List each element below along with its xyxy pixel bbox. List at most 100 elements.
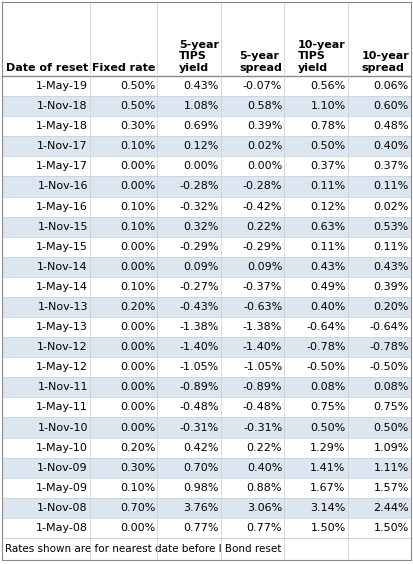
Text: 1-May-19: 1-May-19 bbox=[36, 81, 88, 91]
Text: 0.40%: 0.40% bbox=[247, 462, 282, 473]
Text: -0.64%: -0.64% bbox=[306, 322, 346, 332]
Text: 0.22%: 0.22% bbox=[247, 222, 282, 232]
Bar bbox=[2, 538, 411, 560]
Text: 0.10%: 0.10% bbox=[120, 222, 155, 232]
Text: 0.50%: 0.50% bbox=[310, 142, 346, 151]
Bar bbox=[2, 478, 411, 498]
Text: 0.10%: 0.10% bbox=[120, 142, 155, 151]
Text: 1-May-08: 1-May-08 bbox=[36, 523, 88, 533]
Text: 0.43%: 0.43% bbox=[183, 81, 219, 91]
Text: 0.11%: 0.11% bbox=[310, 182, 346, 192]
Bar bbox=[2, 377, 411, 398]
Text: 0.70%: 0.70% bbox=[183, 462, 219, 473]
Bar bbox=[2, 116, 411, 136]
Text: 3.06%: 3.06% bbox=[247, 503, 282, 513]
Text: 0.02%: 0.02% bbox=[374, 201, 409, 212]
Text: 0.77%: 0.77% bbox=[247, 523, 282, 533]
Text: 0.00%: 0.00% bbox=[120, 322, 155, 332]
Text: 1.67%: 1.67% bbox=[310, 483, 346, 493]
Text: 0.40%: 0.40% bbox=[374, 142, 409, 151]
Text: 0.00%: 0.00% bbox=[183, 161, 219, 171]
Text: -0.29%: -0.29% bbox=[243, 242, 282, 252]
Text: -0.89%: -0.89% bbox=[179, 382, 219, 393]
Text: 0.98%: 0.98% bbox=[183, 483, 219, 493]
Text: 1-Nov-14: 1-Nov-14 bbox=[37, 262, 88, 272]
Text: 0.53%: 0.53% bbox=[374, 222, 409, 232]
Text: 1-Nov-16: 1-Nov-16 bbox=[38, 182, 88, 192]
Text: -0.48%: -0.48% bbox=[179, 403, 219, 412]
Text: 0.20%: 0.20% bbox=[374, 302, 409, 312]
Text: 1.29%: 1.29% bbox=[310, 443, 346, 452]
Text: 0.88%: 0.88% bbox=[247, 483, 282, 493]
Text: 0.20%: 0.20% bbox=[120, 302, 155, 312]
Text: -0.50%: -0.50% bbox=[370, 362, 409, 372]
Text: 0.37%: 0.37% bbox=[310, 161, 346, 171]
Text: 1-Nov-09: 1-Nov-09 bbox=[37, 462, 88, 473]
Text: 1-May-12: 1-May-12 bbox=[36, 362, 88, 372]
Text: 0.43%: 0.43% bbox=[310, 262, 346, 272]
Text: -0.50%: -0.50% bbox=[306, 362, 346, 372]
Text: 1-May-11: 1-May-11 bbox=[36, 403, 88, 412]
Text: 1-May-16: 1-May-16 bbox=[36, 201, 88, 212]
Text: 1.08%: 1.08% bbox=[183, 101, 219, 111]
Text: -0.07%: -0.07% bbox=[243, 81, 282, 91]
Text: 0.39%: 0.39% bbox=[247, 121, 282, 131]
Text: -0.89%: -0.89% bbox=[243, 382, 282, 393]
Text: 1-Nov-15: 1-Nov-15 bbox=[38, 222, 88, 232]
Bar bbox=[2, 136, 411, 156]
Text: Date of reset: Date of reset bbox=[6, 63, 88, 73]
Text: 0.00%: 0.00% bbox=[120, 182, 155, 192]
Text: -1.40%: -1.40% bbox=[243, 342, 282, 352]
Text: -0.43%: -0.43% bbox=[179, 302, 219, 312]
Text: 0.43%: 0.43% bbox=[374, 262, 409, 272]
Text: 0.39%: 0.39% bbox=[374, 282, 409, 292]
Bar bbox=[2, 156, 411, 177]
Text: 0.10%: 0.10% bbox=[120, 282, 155, 292]
Text: 0.56%: 0.56% bbox=[310, 81, 346, 91]
Text: 1-Nov-11: 1-Nov-11 bbox=[38, 382, 88, 393]
Text: 1.41%: 1.41% bbox=[310, 462, 346, 473]
Text: 0.50%: 0.50% bbox=[310, 422, 346, 433]
Bar bbox=[2, 417, 411, 438]
Text: 2.44%: 2.44% bbox=[373, 503, 409, 513]
Bar bbox=[2, 237, 411, 257]
Text: 1-May-17: 1-May-17 bbox=[36, 161, 88, 171]
Text: -0.31%: -0.31% bbox=[180, 422, 219, 433]
Text: 1-May-09: 1-May-09 bbox=[36, 483, 88, 493]
Text: -0.37%: -0.37% bbox=[243, 282, 282, 292]
Bar bbox=[2, 398, 411, 417]
Text: 0.30%: 0.30% bbox=[120, 462, 155, 473]
Text: 1.57%: 1.57% bbox=[374, 483, 409, 493]
Text: 0.06%: 0.06% bbox=[374, 81, 409, 91]
Text: 0.20%: 0.20% bbox=[120, 443, 155, 452]
Text: 0.50%: 0.50% bbox=[120, 81, 155, 91]
Text: 1-Nov-17: 1-Nov-17 bbox=[37, 142, 88, 151]
Text: 10-year
spread: 10-year spread bbox=[361, 51, 409, 73]
Text: 0.70%: 0.70% bbox=[120, 503, 155, 513]
Text: 0.11%: 0.11% bbox=[374, 182, 409, 192]
Bar bbox=[2, 317, 411, 337]
Text: 0.22%: 0.22% bbox=[247, 443, 282, 452]
Text: 0.09%: 0.09% bbox=[183, 262, 219, 272]
Bar bbox=[2, 196, 411, 217]
Text: 0.58%: 0.58% bbox=[247, 101, 282, 111]
Text: 1.10%: 1.10% bbox=[310, 101, 346, 111]
Text: 1-May-13: 1-May-13 bbox=[36, 322, 88, 332]
Text: 0.09%: 0.09% bbox=[247, 262, 282, 272]
Text: 1-Nov-12: 1-Nov-12 bbox=[37, 342, 88, 352]
Text: 5-year
spread: 5-year spread bbox=[240, 51, 282, 73]
Text: 0.00%: 0.00% bbox=[120, 382, 155, 393]
Text: -0.64%: -0.64% bbox=[370, 322, 409, 332]
Text: 0.78%: 0.78% bbox=[310, 121, 346, 131]
Text: 0.40%: 0.40% bbox=[310, 302, 346, 312]
Text: 1.50%: 1.50% bbox=[374, 523, 409, 533]
Text: -0.63%: -0.63% bbox=[243, 302, 282, 312]
Text: Fixed rate: Fixed rate bbox=[92, 63, 155, 73]
Bar bbox=[2, 498, 411, 518]
Bar bbox=[2, 217, 411, 237]
Bar bbox=[2, 438, 411, 457]
Text: 0.63%: 0.63% bbox=[310, 222, 346, 232]
Text: 0.77%: 0.77% bbox=[183, 523, 219, 533]
Text: 1-Nov-18: 1-Nov-18 bbox=[37, 101, 88, 111]
Text: -0.32%: -0.32% bbox=[179, 201, 219, 212]
